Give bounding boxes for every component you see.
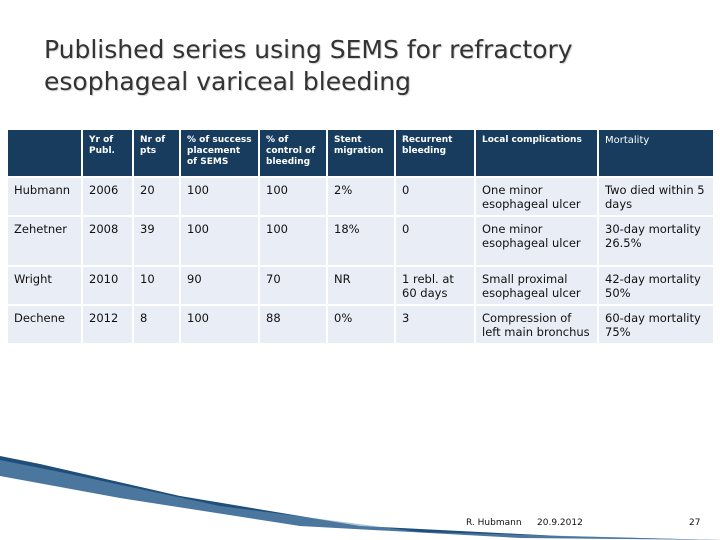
table-cell: 100 (180, 305, 260, 345)
table-cell: Hubmann (8, 177, 83, 217)
table-cell: 2% (327, 177, 396, 217)
table-cell: 60-day mortality 75% (598, 305, 715, 345)
table-row: Wright 2010 10 90 70 NR 1 rebl. at 60 da… (8, 266, 715, 306)
table-cell: Two died within 5 days (598, 177, 715, 217)
table-cell: 8 (133, 305, 181, 345)
table-row: Zehetner 2008 39 100 100 18% 0 One minor… (8, 216, 715, 267)
table-cell: 1 rebl. at 60 days (395, 266, 476, 306)
header-cell-year: Yr of Publ. (82, 130, 134, 178)
table-cell: 18% (327, 216, 396, 267)
table-cell: 3 (395, 305, 476, 345)
table-cell: 39 (133, 216, 181, 267)
header-cell-patients: Nr of pts (133, 130, 181, 178)
table-cell: One minor esophageal ulcer (475, 177, 599, 217)
table-cell: Small proximal esophageal ulcer (475, 266, 599, 306)
table-cell: 20 (133, 177, 181, 217)
table-cell: Compression of left main bronchus (475, 305, 599, 345)
header-cell-recurrent: Recurrent bleeding (395, 130, 476, 178)
header-cell-mortality: Mortality (598, 130, 715, 178)
table-row: Hubmann 2006 20 100 100 2% 0 One minor e… (8, 177, 715, 217)
table-cell: 0 (395, 177, 476, 217)
header-cell-study (8, 130, 83, 178)
table-cell: One minor esophageal ulcer (475, 216, 599, 267)
table-cell: 100 (259, 216, 328, 267)
table-cell: 42-day mortality 50% (598, 266, 715, 306)
table-cell: 0 (395, 216, 476, 267)
series-table: Yr of Publ. Nr of pts % of success place… (8, 130, 715, 345)
table-row: Dechene 2012 8 100 88 0% 3 Compression o… (8, 305, 715, 345)
table-cell: 90 (180, 266, 260, 306)
table-cell: Zehetner (8, 216, 83, 267)
table-cell: 100 (180, 177, 260, 217)
table-cell: 100 (259, 177, 328, 217)
footer-decoration (0, 456, 720, 540)
table-header-row: Yr of Publ. Nr of pts % of success place… (8, 130, 715, 178)
table-cell: 88 (259, 305, 328, 345)
table-cell: 2006 (82, 177, 134, 217)
header-cell-success: % of success placement of SEMS (180, 130, 260, 178)
table-cell: 2012 (82, 305, 134, 345)
footer-author: R. Hubmann (466, 518, 522, 528)
table-cell: 0% (327, 305, 396, 345)
page-number: 27 (689, 518, 701, 528)
table-cell: 30-day mortality 26.5% (598, 216, 715, 267)
header-cell-complications: Local complications (475, 130, 599, 178)
footer-date: 20.9.2012 (537, 518, 583, 528)
table-cell: NR (327, 266, 396, 306)
footer-band-white (0, 476, 720, 540)
table-cell: Wright (8, 266, 83, 306)
table-cell: 10 (133, 266, 181, 306)
header-cell-migration: Stent migration (327, 130, 396, 178)
slide-title: Published series using SEMS for refracto… (44, 35, 573, 96)
table-cell: 70 (259, 266, 328, 306)
table-cell: Dechene (8, 305, 83, 345)
table-cell: 2008 (82, 216, 134, 267)
table-cell: 2010 (82, 266, 134, 306)
header-cell-control: % of control of bleeding (259, 130, 328, 178)
table-cell: 100 (180, 216, 260, 267)
